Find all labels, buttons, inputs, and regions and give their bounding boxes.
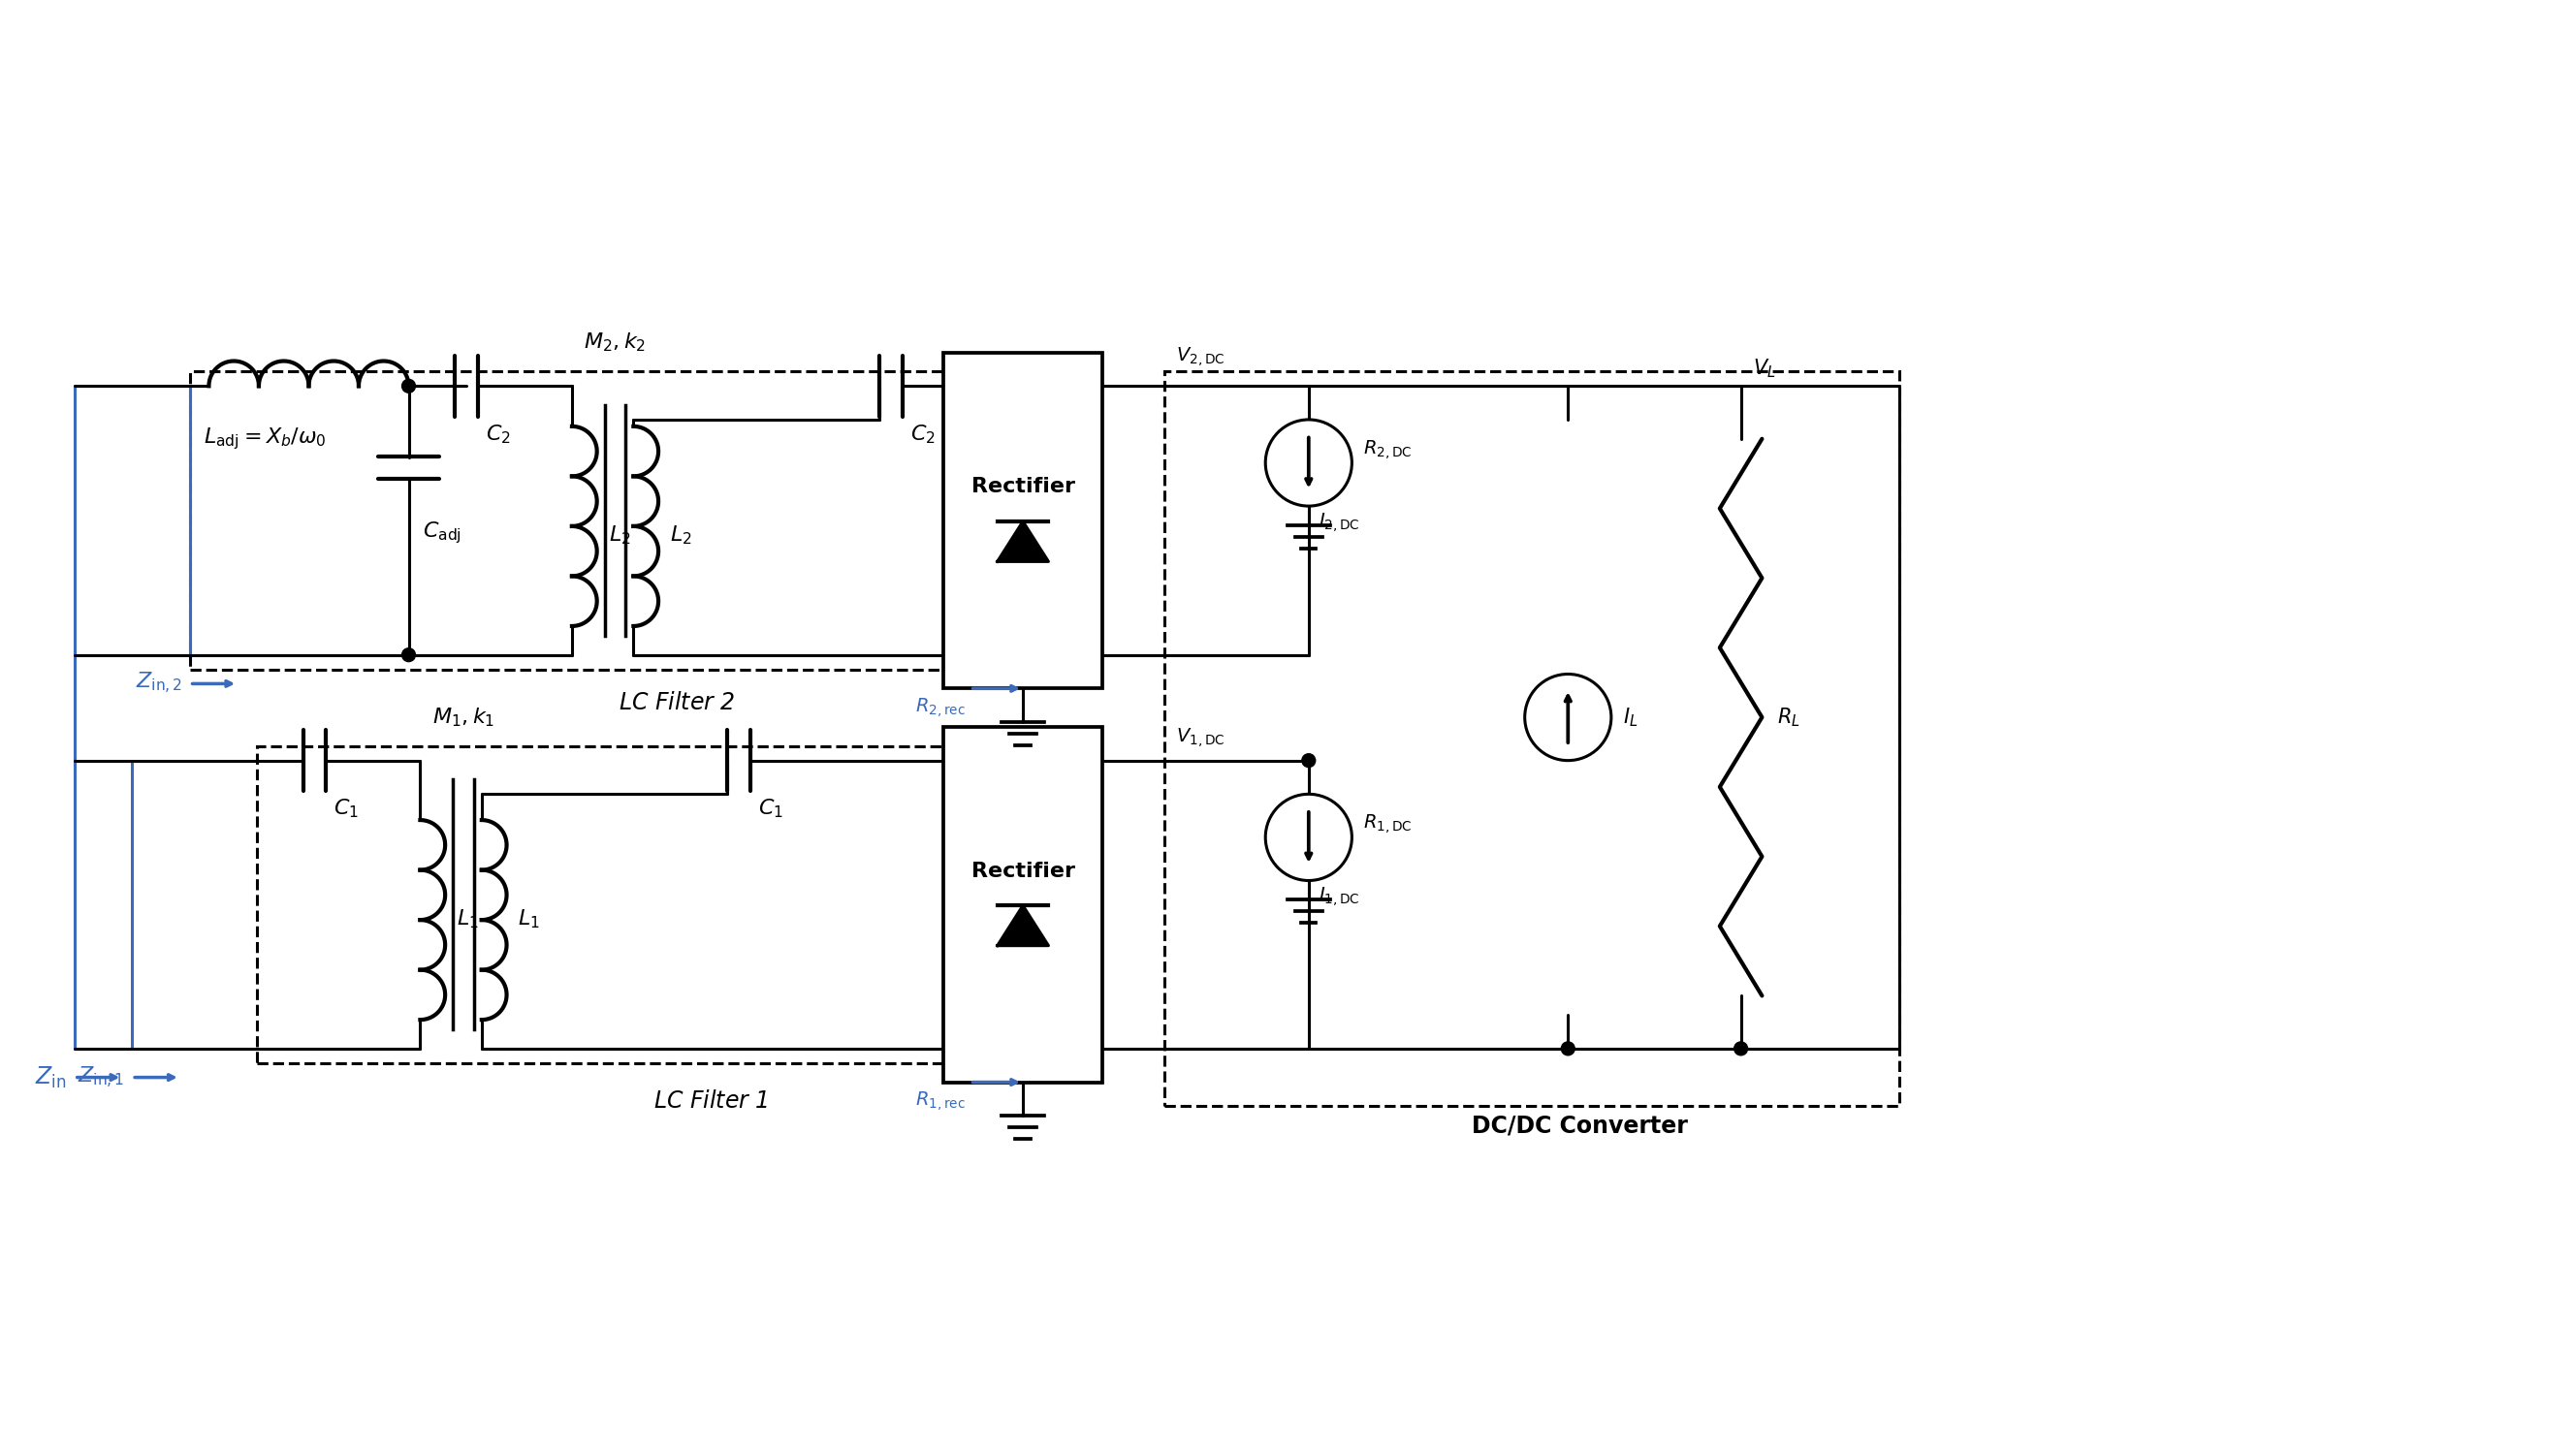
Text: $M_1, k_1$: $M_1, k_1$	[433, 706, 495, 729]
Text: $I_{1,\mathrm{DC}}$: $I_{1,\mathrm{DC}}$	[1319, 885, 1360, 909]
Text: $C_2$: $C_2$	[909, 423, 935, 445]
Circle shape	[1265, 794, 1352, 881]
Circle shape	[402, 648, 415, 662]
Text: $C_1$: $C_1$	[757, 797, 783, 820]
Text: $V_L$: $V_L$	[1752, 358, 1775, 380]
Text: $R_{1,\mathrm{DC}}$: $R_{1,\mathrm{DC}}$	[1363, 813, 1412, 836]
Text: $LC$ Filter 2: $LC$ Filter 2	[618, 691, 737, 714]
Bar	[1164, 371, 1899, 1106]
Text: $V_{2,\mathrm{DC}}$: $V_{2,\mathrm{DC}}$	[1177, 345, 1224, 368]
Text: $R_{1,\mathrm{rec}}$: $R_{1,\mathrm{rec}}$	[914, 1090, 966, 1113]
Polygon shape	[997, 522, 1048, 562]
Text: $V_{1,\mathrm{DC}}$: $V_{1,\mathrm{DC}}$	[1177, 726, 1224, 749]
Text: $R_{2,\mathrm{rec}}$: $R_{2,\mathrm{rec}}$	[914, 696, 966, 719]
Text: $C_1$: $C_1$	[335, 797, 358, 820]
Text: $C_2$: $C_2$	[484, 423, 510, 445]
Bar	[191, 371, 1069, 669]
Text: $I_{2,\mathrm{DC}}$: $I_{2,\mathrm{DC}}$	[1319, 511, 1360, 535]
Text: $L_1$: $L_1$	[518, 907, 541, 930]
Text: DC/DC Converter: DC/DC Converter	[1471, 1114, 1687, 1137]
Polygon shape	[997, 906, 1048, 946]
Text: $R_{2,\mathrm{DC}}$: $R_{2,\mathrm{DC}}$	[1363, 438, 1412, 461]
Text: $Z_{\mathrm{in},1}$: $Z_{\mathrm{in},1}$	[77, 1065, 124, 1090]
Circle shape	[1301, 753, 1316, 767]
Text: $L_{\mathrm{adj}}=X_b/\omega_0$: $L_{\mathrm{adj}}=X_b/\omega_0$	[204, 426, 327, 452]
Circle shape	[1734, 1042, 1747, 1055]
Text: Rectifier: Rectifier	[971, 861, 1074, 881]
Text: $I_L$: $I_L$	[1623, 706, 1638, 729]
Text: $M_2, k_2$: $M_2, k_2$	[585, 332, 647, 354]
Circle shape	[1525, 674, 1610, 761]
Circle shape	[1265, 420, 1352, 506]
Bar	[258, 746, 1069, 1064]
Circle shape	[402, 380, 415, 393]
Text: $Z_{\mathrm{in}}$: $Z_{\mathrm{in}}$	[36, 1065, 67, 1090]
Text: Rectifier: Rectifier	[971, 477, 1074, 497]
Text: $L_2$: $L_2$	[608, 523, 631, 546]
Text: $C_{\mathrm{adj}}$: $C_{\mathrm{adj}}$	[422, 520, 461, 545]
Text: $LC$ Filter 1: $LC$ Filter 1	[654, 1090, 768, 1113]
Text: $R_L$: $R_L$	[1777, 706, 1801, 729]
Text: $Z_{\mathrm{in},2}$: $Z_{\mathrm{in},2}$	[137, 671, 183, 697]
Bar	[943, 727, 1103, 1082]
Text: $L_1$: $L_1$	[456, 907, 479, 930]
Text: $L_2$: $L_2$	[670, 523, 693, 546]
Circle shape	[1561, 1042, 1574, 1055]
Bar	[943, 352, 1103, 688]
